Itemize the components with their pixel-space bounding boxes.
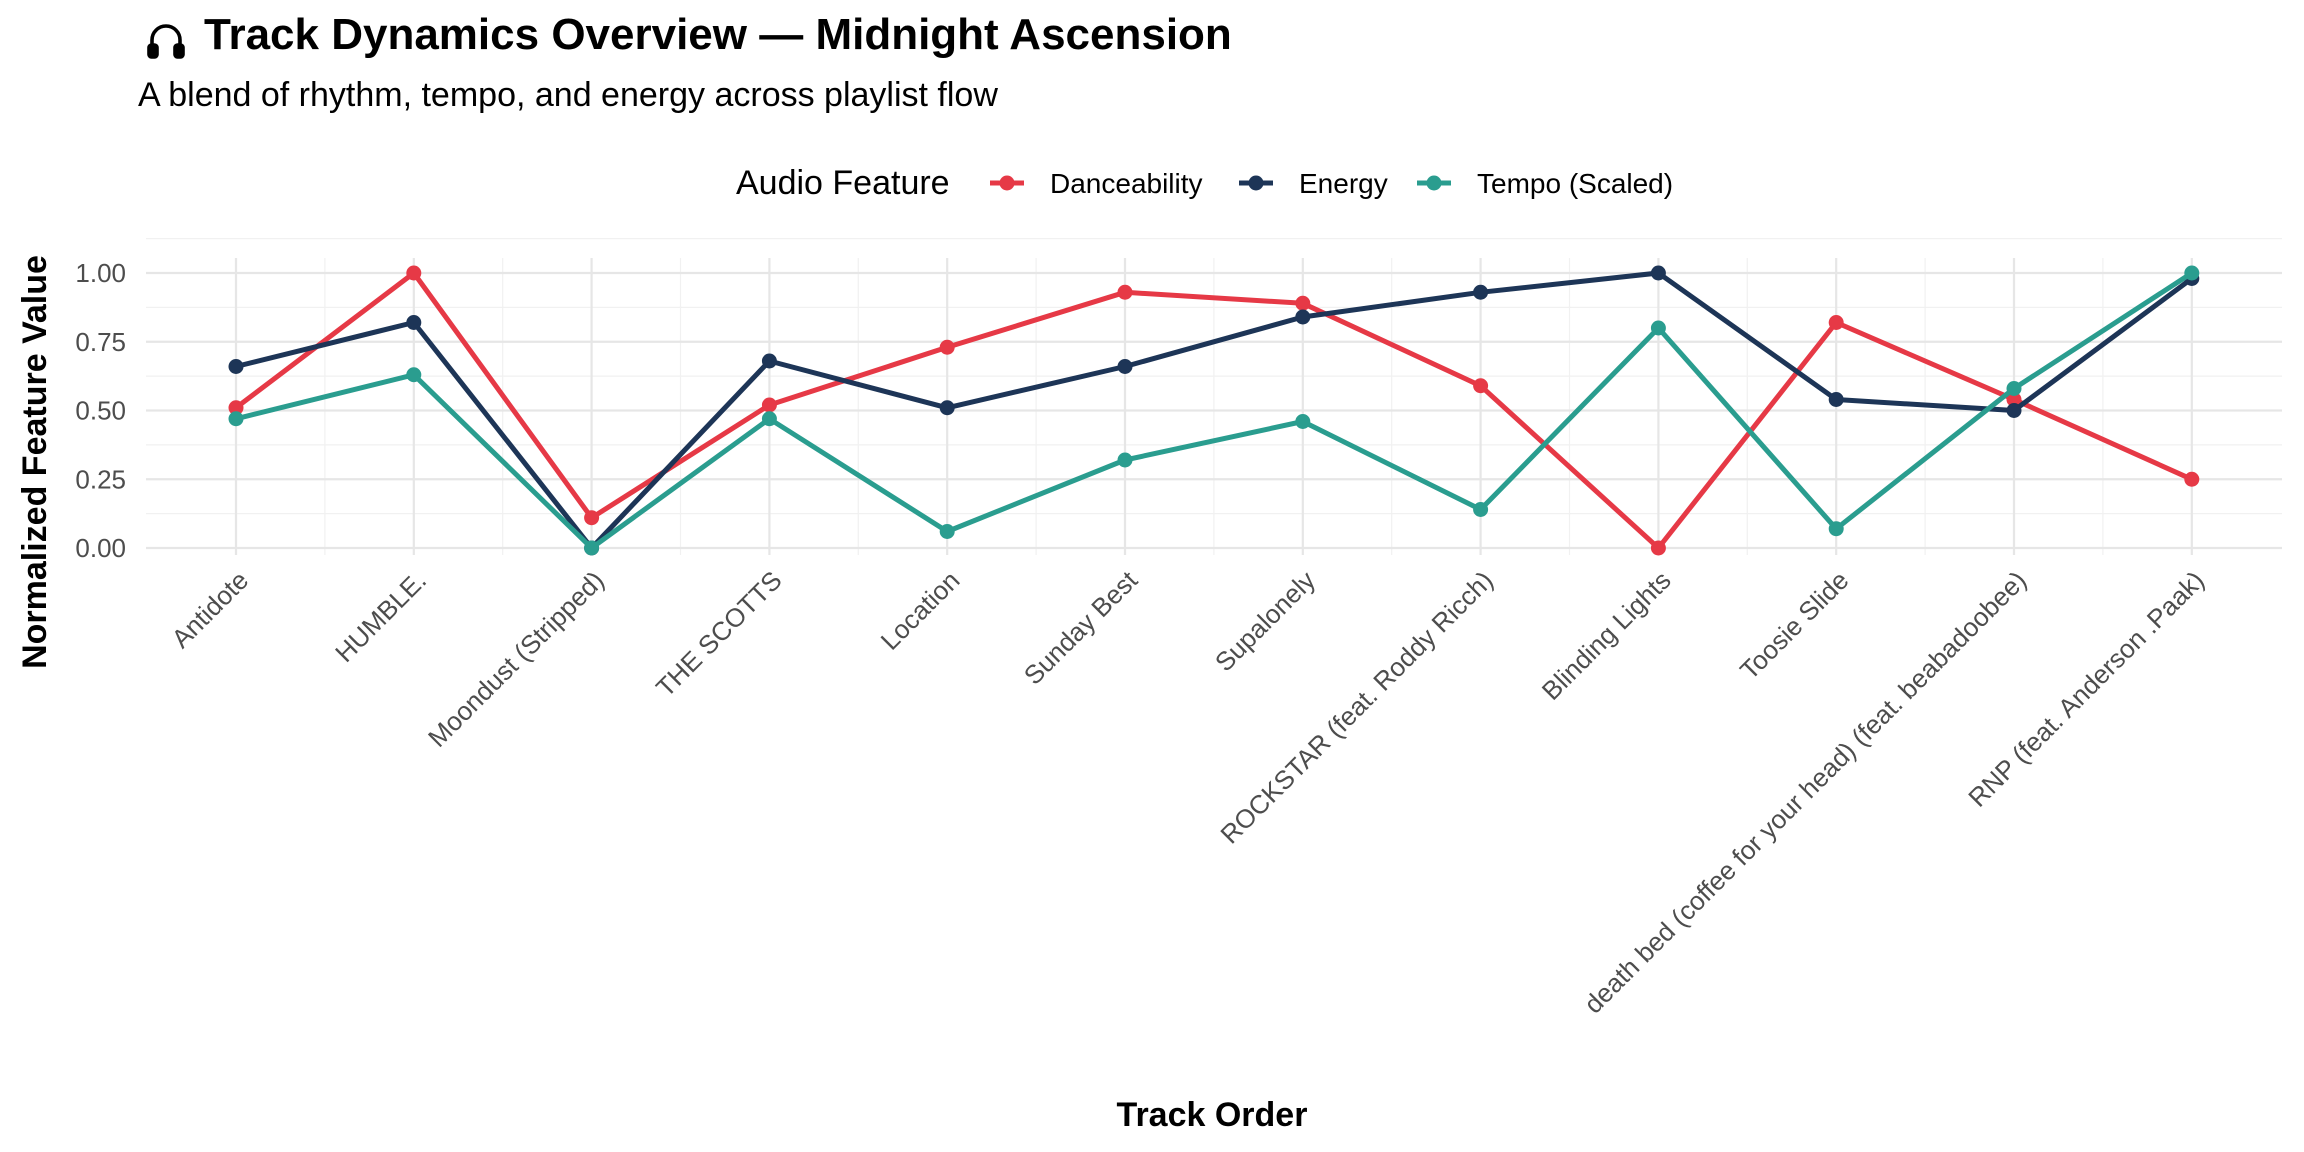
- series-energy: [228, 265, 2200, 556]
- legend-item: Danceability: [990, 168, 1203, 199]
- x-tick-label: THE SCOTTS: [650, 565, 788, 703]
- data-point: [228, 400, 244, 416]
- title-text: Track Dynamics Overview — Midnight Ascen…: [204, 10, 1232, 59]
- data-point: [1828, 392, 1844, 407]
- data-point: [939, 339, 955, 355]
- data-point: [406, 265, 422, 281]
- legend-label: Tempo (Scaled): [1477, 168, 1673, 199]
- y-tick-label: 0.25: [75, 464, 126, 494]
- data-point: [584, 510, 600, 526]
- x-tick-label: Supalonely: [1209, 565, 1321, 677]
- grid: [146, 238, 2282, 555]
- data-point: [761, 411, 777, 427]
- data-point: [2184, 471, 2200, 487]
- data-point: [1117, 284, 1133, 300]
- data-point: [1117, 452, 1133, 468]
- legend-key-point: [1426, 175, 1442, 191]
- data-point: [1650, 540, 1666, 556]
- data-point: [1295, 414, 1311, 429]
- series-line: [233, 270, 2195, 551]
- data-point: [406, 367, 422, 383]
- data-point: [1828, 521, 1844, 537]
- data-point: [1473, 284, 1489, 300]
- data-point: [761, 397, 777, 413]
- data-point: [406, 315, 422, 330]
- x-axis-title: Track Order: [1117, 1096, 1308, 1134]
- x-tick-label: Moondust (Stripped): [422, 565, 610, 753]
- y-tick-label: 0.75: [75, 327, 126, 357]
- data-point: [1650, 320, 1666, 336]
- legend-item: Energy: [1239, 168, 1388, 199]
- y-axis-title: Normalized Feature Value: [16, 255, 54, 669]
- data-point: [761, 353, 777, 369]
- headphones-icon: [147, 24, 185, 59]
- series-line: [233, 270, 2195, 551]
- y-tick-label: 0.00: [75, 533, 126, 563]
- y-tick-label: 1.00: [75, 258, 126, 288]
- legend-key-point: [999, 175, 1015, 191]
- data-point: [228, 411, 244, 427]
- y-tick-label: 0.50: [75, 396, 126, 426]
- data-point: [2006, 392, 2022, 407]
- legend-label: Danceability: [1050, 168, 1203, 199]
- legend: Audio Feature Danceability Energy Tempo (Sc…: [736, 164, 1673, 202]
- data-point: [1473, 502, 1489, 517]
- data-point: [939, 400, 955, 416]
- data-point: [1650, 265, 1666, 281]
- x-tick-label: Blinding Lights: [1536, 565, 1677, 706]
- data-point: [228, 359, 244, 374]
- x-tick-label: Location: [875, 565, 966, 656]
- series-line: [233, 270, 2195, 551]
- data-point: [2184, 265, 2200, 281]
- chart-title: Track Dynamics Overview — Midnight Ascen…: [147, 10, 1232, 59]
- series-layer: [228, 265, 2200, 556]
- legend-label: Energy: [1299, 168, 1388, 199]
- x-axis-ticks: Antidote HUMBLE.Moondust (Stripped) THE SC…: [166, 564, 2210, 1019]
- x-tick-label: Antidote: [166, 565, 255, 654]
- data-point: [2006, 403, 2022, 418]
- x-tick-label: Toosie Slide: [1734, 565, 1854, 685]
- series-danceability: [228, 265, 2200, 556]
- legend-item: Tempo (Scaled): [1417, 168, 1673, 199]
- data-point: [939, 524, 955, 539]
- legend-title: Audio Feature: [736, 164, 950, 202]
- y-axis-ticks: 0.00 0.25 0.50 0.75 1.00: [75, 258, 126, 563]
- x-tick-label: Sunday Best: [1018, 564, 1144, 690]
- data-point: [1473, 378, 1489, 394]
- data-point: [2006, 381, 2022, 396]
- data-point: [584, 540, 600, 556]
- data-point: [1828, 315, 1844, 330]
- chart-subtitle: A blend of rhythm, tempo, and energy acr…: [138, 76, 998, 114]
- data-point: [1117, 359, 1133, 374]
- data-point: [1295, 295, 1311, 311]
- legend-key-point: [1248, 175, 1264, 191]
- series-tempo-scaled: [228, 265, 2200, 556]
- x-tick-label: HUMBLE.: [329, 565, 432, 668]
- data-point: [1295, 309, 1311, 325]
